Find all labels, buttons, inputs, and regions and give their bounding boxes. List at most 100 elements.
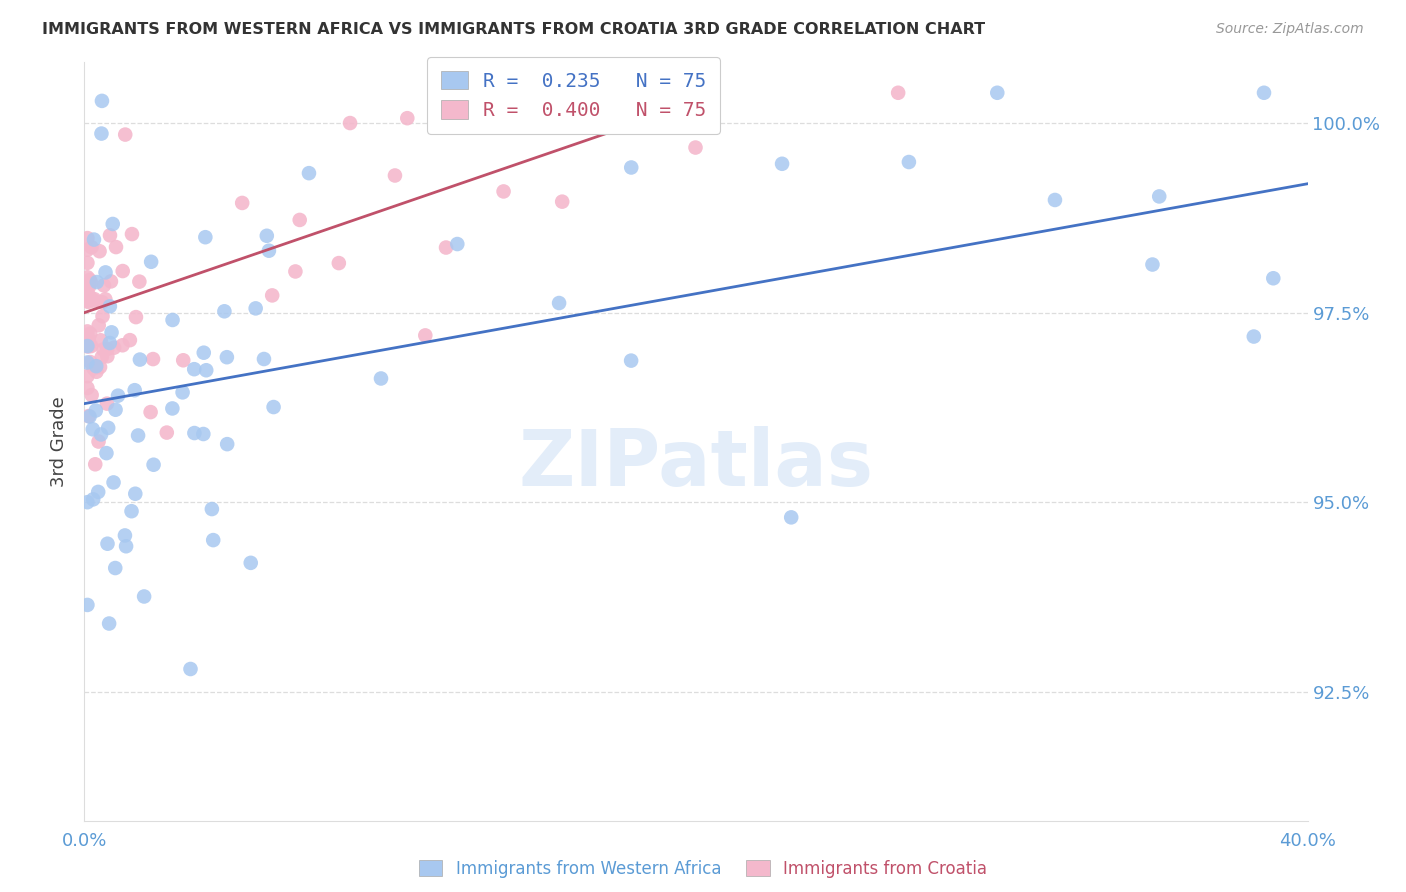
- Point: [620, 161, 643, 175]
- Point: [179, 662, 201, 676]
- Point: [96, 349, 118, 363]
- Point: [619, 104, 641, 119]
- Point: [98, 299, 121, 313]
- Point: [96, 397, 118, 411]
- Legend: R =  0.235   N = 75, R =  0.400   N = 75: R = 0.235 N = 75, R = 0.400 N = 75: [427, 57, 720, 134]
- Point: [124, 383, 146, 397]
- Point: [257, 244, 280, 258]
- Point: [1142, 258, 1164, 272]
- Point: [1263, 271, 1285, 285]
- Point: [202, 533, 225, 548]
- Point: [339, 116, 361, 130]
- Point: [111, 338, 134, 352]
- Point: [121, 227, 143, 241]
- Point: [195, 363, 218, 377]
- Point: [124, 487, 146, 501]
- Point: [76, 339, 98, 353]
- Point: [100, 274, 122, 288]
- Point: [97, 421, 120, 435]
- Point: [193, 427, 215, 442]
- Point: [76, 369, 98, 384]
- Point: [76, 598, 98, 612]
- Point: [96, 342, 118, 356]
- Point: [128, 275, 150, 289]
- Point: [1043, 193, 1066, 207]
- Point: [114, 128, 136, 142]
- Point: [193, 345, 215, 359]
- Point: [79, 355, 101, 369]
- Point: [91, 295, 114, 310]
- Point: [770, 157, 793, 171]
- Point: [83, 292, 105, 306]
- Point: [125, 310, 148, 325]
- Text: Source: ZipAtlas.com: Source: ZipAtlas.com: [1216, 22, 1364, 37]
- Point: [1243, 329, 1265, 343]
- Point: [93, 278, 115, 293]
- Point: [214, 304, 236, 318]
- Point: [84, 359, 107, 374]
- Point: [98, 228, 121, 243]
- Point: [87, 318, 110, 333]
- Point: [83, 293, 105, 308]
- Point: [80, 276, 103, 290]
- Point: [76, 270, 98, 285]
- Point: [100, 326, 122, 340]
- Point: [76, 355, 98, 369]
- Point: [76, 381, 98, 395]
- Point: [87, 484, 110, 499]
- Point: [89, 244, 111, 259]
- Point: [548, 296, 571, 310]
- Point: [139, 405, 162, 419]
- Point: [685, 140, 707, 154]
- Point: [80, 388, 103, 402]
- Point: [201, 502, 224, 516]
- Point: [434, 241, 457, 255]
- Point: [396, 111, 419, 125]
- Point: [98, 336, 121, 351]
- Point: [90, 127, 112, 141]
- Point: [780, 510, 803, 524]
- Point: [284, 264, 307, 278]
- Point: [87, 434, 110, 449]
- Point: [90, 427, 112, 442]
- Point: [82, 492, 104, 507]
- Point: [384, 169, 406, 183]
- Point: [84, 403, 107, 417]
- Point: [90, 350, 112, 364]
- Point: [76, 495, 98, 509]
- Point: [77, 339, 100, 353]
- Point: [94, 265, 117, 279]
- Point: [1147, 189, 1170, 203]
- Point: [96, 537, 118, 551]
- Point: [253, 351, 276, 366]
- Point: [91, 310, 114, 324]
- Point: [370, 371, 392, 385]
- Point: [83, 233, 105, 247]
- Point: [104, 561, 127, 575]
- Point: [77, 334, 100, 348]
- Point: [76, 293, 98, 308]
- Point: [86, 365, 108, 379]
- Point: [446, 237, 468, 252]
- Point: [76, 256, 98, 270]
- Point: [105, 240, 128, 254]
- Point: [91, 94, 114, 108]
- Point: [84, 458, 107, 472]
- Point: [118, 333, 141, 347]
- Point: [103, 341, 125, 355]
- Y-axis label: 3rd Grade: 3rd Grade: [51, 396, 69, 487]
- Point: [76, 339, 98, 353]
- Point: [263, 400, 285, 414]
- Point: [80, 240, 103, 254]
- Point: [132, 590, 155, 604]
- Point: [76, 243, 98, 257]
- Point: [77, 294, 100, 309]
- Point: [77, 288, 100, 302]
- Point: [986, 86, 1008, 100]
- Text: ZIPatlas: ZIPatlas: [519, 426, 873, 502]
- Point: [79, 279, 101, 293]
- Point: [1253, 86, 1275, 100]
- Point: [77, 332, 100, 346]
- Point: [80, 339, 103, 353]
- Point: [111, 264, 134, 278]
